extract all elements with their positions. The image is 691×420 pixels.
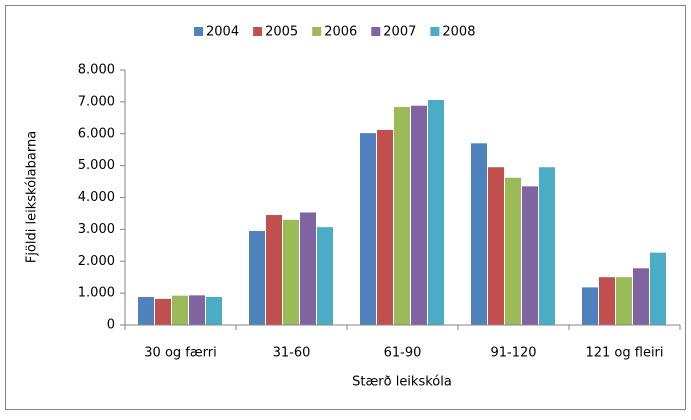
bar [317,227,333,325]
legend-label: 2008 [442,25,475,40]
legend-label: 2006 [324,25,357,40]
y-tick-label: 0 [107,318,115,333]
x-tick-label: 30 og færri [144,346,216,361]
bar [488,167,504,325]
y-tick-label: 2.000 [78,254,115,269]
bar [360,133,376,325]
bar [138,296,154,325]
x-axis-title: Stærð leikskóla [352,375,452,390]
bar [189,295,205,325]
y-tick-label: 3.000 [78,222,115,237]
legend-swatch [371,27,381,36]
bar [172,295,188,325]
bar [394,106,410,325]
bar [377,129,393,325]
bar [471,143,487,325]
bar [249,230,265,325]
y-tick-label: 4.000 [78,190,115,205]
legend-swatch [312,27,322,36]
legend-label: 2007 [383,25,416,40]
bar [599,277,615,325]
y-tick-label: 1.000 [78,286,115,301]
bar [283,219,299,325]
bar [616,277,632,325]
bar [411,105,427,325]
x-tick-label: 61-90 [384,346,422,361]
legend-swatch [253,27,263,36]
legend-swatch [194,27,203,36]
x-tick-label: 91-120 [490,346,536,361]
bar [266,215,282,325]
y-axis-title: Fjöldi leikskólabarna [25,131,40,263]
bar [650,252,666,325]
legend-label: 2005 [265,25,298,40]
y-tick-label: 8.000 [78,63,115,78]
y-tick-label: 6.000 [78,126,115,141]
legend-swatch [430,27,440,36]
bar [206,296,222,325]
bar [505,177,521,325]
chart-border [5,5,686,410]
x-tick-label: 121 og fleiri [585,346,663,361]
legend-label: 2004 [206,25,239,40]
bar [522,186,538,325]
x-tick-label: 31-60 [273,346,311,361]
bar [155,298,171,325]
bar [633,268,649,325]
y-tick-label: 7.000 [78,94,115,109]
bar [428,99,444,326]
bar [582,287,598,325]
bar [539,167,555,325]
bar [300,212,316,325]
y-tick-label: 5.000 [78,158,115,173]
